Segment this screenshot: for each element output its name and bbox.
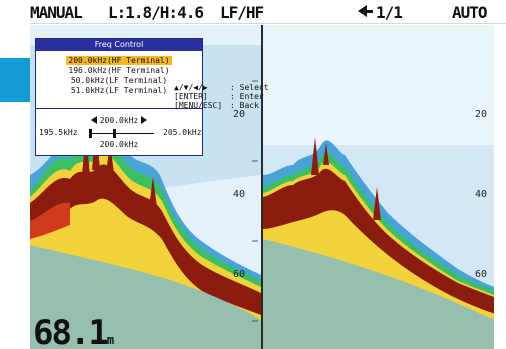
arrow-stem — [367, 10, 373, 13]
depth-label-60: 60 — [475, 269, 488, 280]
hint-action: : Back — [230, 101, 259, 110]
slider-min-label: 195.5kHz — [39, 128, 78, 137]
frequency-tuner[interactable]: 200.0kHz — [36, 116, 202, 125]
freq-option-51khz-lf[interactable]: 51.0kHz(LF Terminal) — [36, 86, 202, 95]
echogram-right-image — [263, 25, 494, 349]
freq-option-50khz-lf[interactable]: 50.0kHz(LF Terminal) — [36, 76, 202, 85]
depth-label-60: 60 — [233, 269, 246, 280]
frequency-mode-indicator: LF/HF — [220, 3, 264, 22]
dialog-separator — [36, 108, 202, 109]
status-bar: MANUAL L:1.8/H:4.6 LF/HF 1/1 AUTO — [30, 0, 506, 24]
hint-key: ▲/▼/◀/▶ — [174, 83, 208, 92]
left-arrow-icon — [358, 5, 367, 17]
slider-max-label: 205.0kHz — [163, 128, 202, 137]
hint-action: : Select — [230, 83, 269, 92]
freq-option-label: 200.0kHz(HF Terminal) — [66, 56, 172, 65]
depth-label-20: 20 — [233, 109, 246, 120]
slider-value-label: 200.0kHz — [99, 140, 139, 149]
slider-left-stop — [89, 129, 92, 138]
blue-accent-block — [0, 58, 34, 102]
hint-enter: [ENTER] : Enter — [174, 92, 269, 101]
depth-readout: 68.1m — [33, 313, 114, 349]
freq-control-dialog: Freq Control 200.0kHz(HF Terminal) 196.0… — [35, 38, 203, 156]
hint-key: [MENU/ESC] — [174, 101, 223, 110]
hint-back: [MENU/ESC] : Back — [174, 101, 269, 110]
depth-label-40: 40 — [233, 189, 246, 200]
depth-label-20: 20 — [475, 109, 488, 120]
current-frequency: 200.0kHz — [99, 116, 139, 125]
freq-option-label: 196.0kHz(HF Terminal) — [68, 66, 170, 75]
increase-arrow-icon[interactable] — [141, 116, 148, 124]
hint-action: : Enter — [230, 92, 264, 101]
page-indicator: 1/1 — [358, 3, 403, 22]
hint-select: ▲/▼/◀/▶ : Select — [174, 83, 269, 92]
hint-key: [ENTER] — [174, 92, 208, 101]
mode-indicator: MANUAL — [30, 3, 83, 22]
freq-option-196khz-hf[interactable]: 196.0kHz(HF Terminal) — [36, 66, 202, 75]
range-indicator: L:1.8/H:4.6 — [108, 3, 204, 22]
dialog-title: Freq Control — [36, 39, 202, 51]
frequency-slider[interactable] — [90, 133, 154, 134]
decrease-arrow-icon[interactable] — [90, 116, 97, 124]
slider-thumb[interactable] — [113, 129, 116, 138]
key-hints: ▲/▼/◀/▶ : Select [ENTER] : Enter [MENU/ESC… — [174, 83, 269, 110]
freq-option-200khz-hf[interactable]: 200.0kHz(HF Terminal) — [36, 56, 202, 65]
depth-label-40: 40 — [475, 189, 488, 200]
depth-unit: m — [106, 333, 115, 347]
freq-option-label: 50.0kHz(LF Terminal) — [70, 76, 168, 85]
freq-option-label: 51.0kHz(LF Terminal) — [70, 86, 168, 95]
pane-divider — [261, 25, 263, 349]
echogram-right: 20 40 60 — [263, 25, 494, 349]
depth-value: 68.1 — [33, 313, 109, 349]
page-number: 1/1 — [376, 3, 403, 22]
gain-mode-indicator: AUTO — [452, 3, 488, 22]
